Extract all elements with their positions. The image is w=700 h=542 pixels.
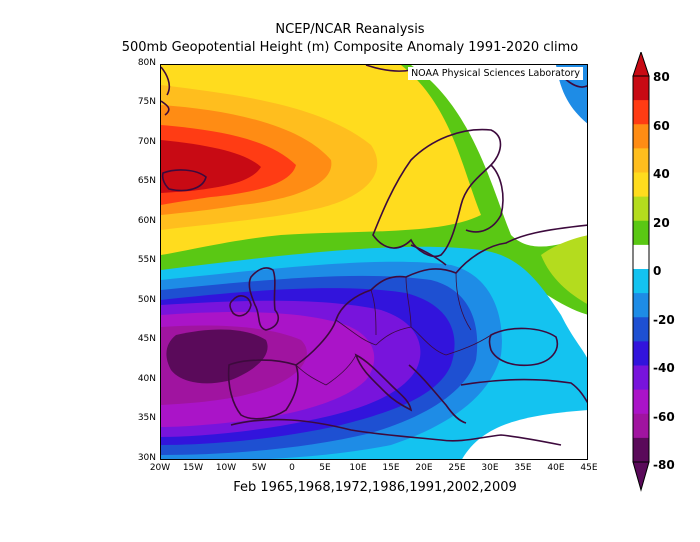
lat-label: 60N [137, 216, 156, 226]
great-britain-coastline [248, 267, 280, 331]
contour-band-negative-80 [166, 329, 268, 384]
lon-label: 5W [251, 463, 267, 473]
lat-label: 40N [137, 374, 156, 384]
contour-band-positive-10 [161, 65, 587, 265]
greenland-coastline [161, 66, 171, 116]
lon-label: 25E [448, 463, 466, 473]
scandinavia-coastline [372, 128, 502, 258]
colorbar-swatch [633, 413, 649, 439]
contour-band-white-south [462, 410, 587, 459]
colorbar-swatch [633, 317, 649, 342]
colorbar-label: -80 [653, 458, 675, 472]
lon-label: 45E [580, 463, 598, 473]
colorbar-label: 20 [653, 216, 670, 230]
italy-coastline [354, 353, 413, 412]
lon-label: 20W [149, 463, 171, 473]
lon-label: 15W [182, 463, 204, 473]
colorbar-label: 80 [653, 70, 670, 84]
colorbar-max-arrow [632, 52, 650, 77]
colorbar-label: -40 [653, 361, 675, 375]
lon-label: 15E [382, 463, 400, 473]
colorbar-swatch [633, 196, 649, 222]
lat-label: 55N [137, 255, 156, 265]
colorbar-swatch [633, 172, 649, 198]
colorbar-swatch [633, 100, 649, 125]
lon-label: 20E [415, 463, 433, 473]
colorbar-label: 0 [653, 264, 662, 278]
borders [295, 272, 492, 386]
coastlines [161, 65, 587, 446]
colorbar-swatch [633, 293, 649, 318]
colorbar-swatch [633, 437, 649, 463]
lon-label: 0 [289, 463, 295, 473]
composite-dates: Feb 1965,1968,1972,1986,1991,2002,2009 [233, 480, 517, 495]
colorbar-swatch [633, 244, 649, 270]
colorbar-swatch [633, 76, 649, 101]
contour-band-positive-20-east [541, 235, 587, 304]
credit-label: NOAA Physical Sciences Laboratory [408, 67, 583, 80]
colorbar-swatch [633, 124, 649, 149]
black-sea-coastline [488, 327, 558, 367]
lat-label: 45N [137, 334, 156, 344]
lat-label: 70N [137, 137, 156, 147]
colorbar [632, 52, 650, 492]
colorbar-swatch [633, 341, 649, 366]
colorbar-frame [632, 75, 650, 463]
colorbar-swatch [633, 389, 649, 415]
lon-label: 10W [215, 463, 237, 473]
colorbar-swatch [633, 269, 649, 294]
balkans-coastline [408, 364, 467, 424]
contour-band-positive-70 [161, 140, 261, 193]
colorbar-label: -20 [653, 313, 675, 327]
colorbar-swatch [633, 365, 649, 391]
baltic-sea-coastline [410, 244, 447, 266]
lat-label: 30N [137, 453, 156, 463]
contour-field [161, 65, 587, 459]
lon-label: 30E [481, 463, 499, 473]
colorbar-swatch [633, 220, 649, 246]
lat-label: 80N [137, 58, 156, 68]
north-africa-coastline [230, 418, 562, 446]
lat-label: 50N [137, 295, 156, 305]
title-line-1: NCEP/NCAR Reanalysis [275, 22, 425, 37]
turkey-coastline [460, 378, 587, 404]
svalbard-coastline [365, 65, 412, 72]
ireland-coastline [229, 295, 252, 317]
anomaly-map: NOAA Physical Sciences Laboratory [160, 64, 588, 460]
lon-label: 40E [547, 463, 565, 473]
finland-coastline [465, 164, 504, 233]
lon-label: 5E [319, 463, 331, 473]
lon-label: 10E [349, 463, 367, 473]
mainland-europe-coastline [295, 224, 587, 366]
colorbar-label: -60 [653, 410, 675, 424]
colorbar-swatch [633, 148, 649, 173]
lat-label: 65N [137, 176, 156, 186]
iberia-coastline [227, 359, 299, 420]
lon-label: 35E [514, 463, 532, 473]
colorbar-min-arrow [632, 461, 650, 492]
title-line-2: 500mb Geopotential Height (m) Composite … [121, 40, 579, 55]
colorbar-label: 60 [653, 119, 670, 133]
colorbar-label: 40 [653, 167, 670, 181]
lat-label: 35N [137, 413, 156, 423]
lat-label: 75N [137, 97, 156, 107]
iceland-coastline [161, 169, 207, 192]
